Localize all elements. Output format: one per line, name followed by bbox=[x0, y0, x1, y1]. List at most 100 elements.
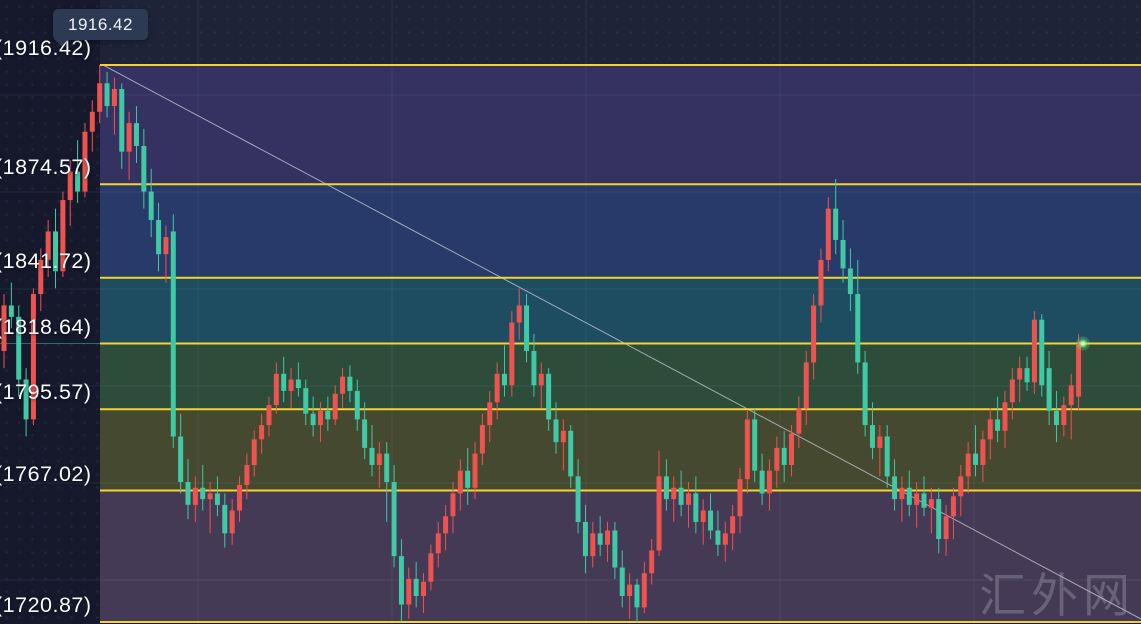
candle-body bbox=[803, 362, 809, 409]
candle-body bbox=[487, 402, 493, 426]
candle-body bbox=[340, 376, 346, 394]
candle-body bbox=[325, 410, 331, 420]
candle-body bbox=[899, 487, 905, 500]
candle-body bbox=[465, 470, 471, 488]
candle-body bbox=[928, 499, 934, 508]
candle-body bbox=[413, 578, 419, 596]
candle-body bbox=[774, 447, 780, 471]
candle-body bbox=[921, 493, 927, 508]
candle-body bbox=[987, 419, 993, 440]
candle-body bbox=[362, 419, 368, 448]
candle-body bbox=[501, 373, 507, 386]
candle-body bbox=[8, 305, 14, 317]
price-level-label: (1720.87) bbox=[0, 593, 92, 617]
candle-body bbox=[97, 83, 103, 112]
candle-body bbox=[222, 504, 228, 534]
candle-body bbox=[597, 533, 603, 545]
candle-body bbox=[973, 453, 979, 465]
price-level-label: (1841.72) bbox=[0, 248, 92, 273]
candle-body bbox=[119, 88, 125, 152]
candle-body bbox=[531, 351, 537, 386]
price-level-label: (1818.64) bbox=[0, 314, 92, 339]
fib-band bbox=[100, 409, 1141, 491]
candle-body bbox=[884, 436, 890, 477]
candle-body bbox=[1002, 402, 1008, 431]
candle-body bbox=[538, 373, 544, 386]
candle-body bbox=[789, 433, 795, 465]
candle-body bbox=[185, 482, 191, 505]
fib-band bbox=[100, 184, 1141, 278]
candle-body bbox=[45, 231, 51, 260]
trendline[interactable] bbox=[102, 64, 1141, 620]
candle-body bbox=[443, 516, 449, 534]
candle-body bbox=[943, 516, 949, 540]
candle-body bbox=[744, 419, 750, 480]
candle-body bbox=[1061, 405, 1067, 426]
candle-body bbox=[273, 373, 279, 406]
candle-body bbox=[553, 419, 559, 443]
candle-body bbox=[575, 476, 581, 522]
price-level-label: (1767.02) bbox=[0, 461, 92, 486]
candle-body bbox=[825, 208, 831, 260]
candle-body bbox=[796, 408, 802, 434]
candle-body bbox=[30, 294, 36, 420]
candle-body bbox=[906, 487, 912, 505]
candle-body bbox=[126, 123, 132, 152]
candle-body bbox=[16, 316, 22, 380]
fib-band bbox=[100, 343, 1141, 410]
candle-body bbox=[494, 373, 500, 403]
candle-body bbox=[847, 268, 853, 295]
candle-body bbox=[649, 550, 655, 574]
candle-body bbox=[1, 305, 7, 352]
candle-body bbox=[472, 453, 478, 488]
candle-body bbox=[833, 208, 839, 240]
candle-body bbox=[354, 390, 360, 420]
candle-body bbox=[163, 237, 169, 255]
candle-body bbox=[685, 493, 691, 505]
candle-body bbox=[1039, 319, 1045, 386]
candle-body bbox=[148, 191, 154, 221]
candle-body bbox=[1076, 343, 1082, 397]
candle-body bbox=[1046, 368, 1052, 411]
candle-body bbox=[53, 231, 59, 272]
candle-body bbox=[428, 553, 434, 582]
candle-body bbox=[965, 453, 971, 477]
candle-body bbox=[693, 493, 699, 522]
candle-body bbox=[369, 447, 375, 465]
candle-body bbox=[524, 305, 530, 352]
candle-body bbox=[384, 453, 390, 483]
candle-body bbox=[634, 584, 640, 608]
candle-body bbox=[295, 379, 301, 389]
candle-body bbox=[627, 584, 633, 596]
candle-body bbox=[840, 239, 846, 269]
candle-body bbox=[671, 487, 677, 500]
candle-body bbox=[214, 493, 220, 505]
candle-body bbox=[266, 405, 272, 426]
candle-body bbox=[722, 533, 728, 545]
candle-body bbox=[641, 573, 647, 608]
price-level-label: (1916.42) bbox=[0, 36, 92, 60]
candle-body bbox=[516, 305, 522, 323]
candle-body bbox=[391, 482, 397, 557]
candle-body bbox=[435, 533, 441, 554]
candle-body bbox=[376, 453, 382, 465]
candle-body bbox=[560, 430, 566, 443]
candle-body bbox=[398, 556, 404, 605]
candle-body bbox=[700, 510, 706, 522]
candle-body bbox=[60, 200, 66, 272]
candle-body bbox=[23, 379, 29, 420]
candle-body bbox=[811, 305, 817, 363]
candle-body bbox=[980, 439, 986, 465]
candle-body bbox=[855, 294, 861, 363]
candle-body bbox=[67, 171, 73, 201]
candle-body bbox=[178, 436, 184, 483]
candle-body bbox=[590, 533, 596, 557]
candle-body bbox=[950, 496, 956, 517]
price-level-label: (1874.57) bbox=[0, 155, 92, 180]
candle-body bbox=[229, 510, 235, 534]
price-level-label: (1795.57) bbox=[0, 380, 92, 405]
fib-band bbox=[100, 490, 1141, 622]
candle-body bbox=[781, 447, 787, 465]
candle-body bbox=[457, 470, 463, 494]
